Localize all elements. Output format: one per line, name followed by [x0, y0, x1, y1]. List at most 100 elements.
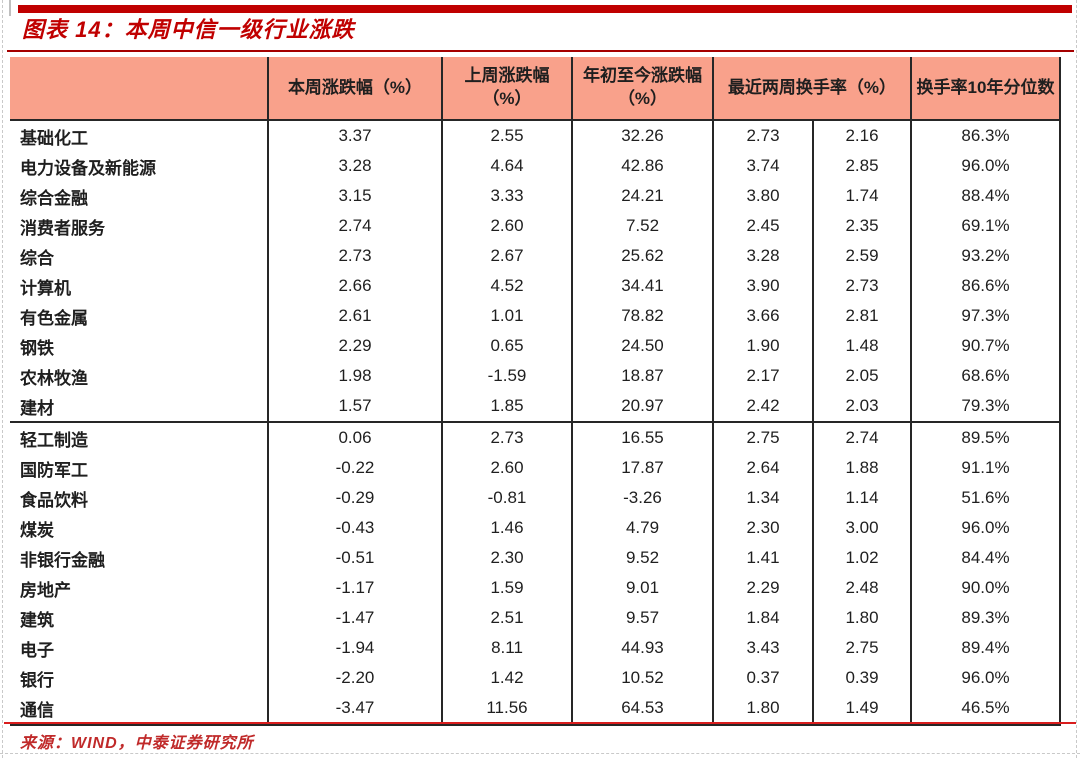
value-cell: 3.37: [268, 120, 443, 151]
value-cell: 0.39: [813, 663, 912, 693]
value-cell: 44.93: [572, 633, 714, 663]
source-note: 来源：WIND，中泰证券研究所: [20, 735, 254, 752]
value-cell: 3.28: [713, 241, 814, 271]
value-cell: 9.52: [572, 543, 714, 573]
table-container: 本周涨跌幅（%） 上周涨跌幅（%） 年初至今涨跌幅（%） 最近两周换手率（%） …: [10, 57, 1061, 726]
value-cell: 2.60: [442, 453, 573, 483]
col-header-turnover-percentile: 换手率10年分位数: [911, 57, 1061, 121]
industry-name-cell: 电子: [10, 633, 269, 663]
value-cell: 1.80: [713, 693, 814, 726]
table-row: 基础化工 3.37 2.55 32.26 2.73 2.16 86.3%: [10, 120, 1061, 151]
industry-name-cell: 轻工制造: [10, 421, 269, 453]
value-cell: 96.0%: [911, 663, 1061, 693]
table-header-row: 本周涨跌幅（%） 上周涨跌幅（%） 年初至今涨跌幅（%） 最近两周换手率（%） …: [10, 57, 1061, 121]
value-cell: 78.82: [572, 301, 714, 331]
value-cell: 51.6%: [911, 483, 1061, 513]
industry-name-cell: 通信: [10, 693, 269, 726]
value-cell: 20.97: [572, 391, 714, 422]
value-cell: 7.52: [572, 211, 714, 241]
value-cell: 1.74: [813, 181, 912, 211]
title-underline-rule: [7, 50, 1074, 52]
value-cell: 10.52: [572, 663, 714, 693]
value-cell: 2.59: [813, 241, 912, 271]
value-cell: 24.21: [572, 181, 714, 211]
value-cell: -1.59: [442, 361, 573, 391]
value-cell: 97.3%: [911, 301, 1061, 331]
value-cell: 3.28: [268, 151, 443, 181]
value-cell: 4.79: [572, 513, 714, 543]
page-border-right: [1076, 0, 1077, 758]
value-cell: -3.47: [268, 693, 443, 726]
industry-name-cell: 消费者服务: [10, 211, 269, 241]
value-cell: 11.56: [442, 693, 573, 726]
value-cell: 25.62: [572, 241, 714, 271]
industry-name-cell: 综合金融: [10, 181, 269, 211]
col-header-lastweek-change: 上周涨跌幅（%）: [442, 57, 573, 121]
page-border-left: [2, 0, 3, 758]
value-cell: 3.43: [713, 633, 814, 663]
value-cell: 2.85: [813, 151, 912, 181]
value-cell: 88.4%: [911, 181, 1061, 211]
industry-name-cell: 食品饮料: [10, 483, 269, 513]
value-cell: 90.0%: [911, 573, 1061, 603]
value-cell: 2.64: [713, 453, 814, 483]
value-cell: 1.98: [268, 361, 443, 391]
table-row: 食品饮料 -0.29 -0.81 -3.26 1.34 1.14 51.6%: [10, 483, 1061, 513]
value-cell: 1.02: [813, 543, 912, 573]
value-cell: 2.03: [813, 391, 912, 422]
footer-red-rule: [4, 722, 1076, 724]
value-cell: 2.75: [713, 421, 814, 453]
value-cell: 2.74: [813, 421, 912, 453]
industry-name-cell: 建材: [10, 391, 269, 422]
value-cell: 3.33: [442, 181, 573, 211]
table-row: 电子 -1.94 8.11 44.93 3.43 2.75 89.4%: [10, 633, 1061, 663]
value-cell: 0.37: [713, 663, 814, 693]
value-cell: 1.88: [813, 453, 912, 483]
value-cell: 1.46: [442, 513, 573, 543]
industry-name-cell: 煤炭: [10, 513, 269, 543]
table-row: 综合 2.73 2.67 25.62 3.28 2.59 93.2%: [10, 241, 1061, 271]
value-cell: 42.86: [572, 151, 714, 181]
value-cell: 16.55: [572, 421, 714, 453]
value-cell: 1.59: [442, 573, 573, 603]
industry-name-cell: 钢铁: [10, 331, 269, 361]
table-row: 电力设备及新能源 3.28 4.64 42.86 3.74 2.85 96.0%: [10, 151, 1061, 181]
value-cell: 69.1%: [911, 211, 1061, 241]
value-cell: 91.1%: [911, 453, 1061, 483]
value-cell: 2.66: [268, 271, 443, 301]
value-cell: 1.90: [713, 331, 814, 361]
value-cell: 1.80: [813, 603, 912, 633]
value-cell: 79.3%: [911, 391, 1061, 422]
table-row: 国防军工 -0.22 2.60 17.87 2.64 1.88 91.1%: [10, 453, 1061, 483]
value-cell: 2.16: [813, 120, 912, 151]
value-cell: 1.42: [442, 663, 573, 693]
value-cell: 93.2%: [911, 241, 1061, 271]
value-cell: 1.14: [813, 483, 912, 513]
value-cell: 9.57: [572, 603, 714, 633]
table-row: 农林牧渔 1.98 -1.59 18.87 2.17 2.05 68.6%: [10, 361, 1061, 391]
value-cell: 2.35: [813, 211, 912, 241]
value-cell: 2.75: [813, 633, 912, 663]
value-cell: 2.61: [268, 301, 443, 331]
table-row: 建筑 -1.47 2.51 9.57 1.84 1.80 89.3%: [10, 603, 1061, 633]
value-cell: 1.34: [713, 483, 814, 513]
value-cell: 2.73: [813, 271, 912, 301]
value-cell: 1.57: [268, 391, 443, 422]
table-row: 有色金属 2.61 1.01 78.82 3.66 2.81 97.3%: [10, 301, 1061, 331]
industry-name-cell: 银行: [10, 663, 269, 693]
value-cell: 64.53: [572, 693, 714, 726]
value-cell: 2.05: [813, 361, 912, 391]
industry-name-cell: 电力设备及新能源: [10, 151, 269, 181]
value-cell: 4.64: [442, 151, 573, 181]
industry-name-cell: 农林牧渔: [10, 361, 269, 391]
value-cell: 89.3%: [911, 603, 1061, 633]
value-cell: 1.49: [813, 693, 912, 726]
value-cell: 46.5%: [911, 693, 1061, 726]
value-cell: 2.45: [713, 211, 814, 241]
value-cell: 3.74: [713, 151, 814, 181]
value-cell: -0.29: [268, 483, 443, 513]
value-cell: 2.73: [713, 120, 814, 151]
value-cell: 86.3%: [911, 120, 1061, 151]
industry-name-cell: 国防军工: [10, 453, 269, 483]
